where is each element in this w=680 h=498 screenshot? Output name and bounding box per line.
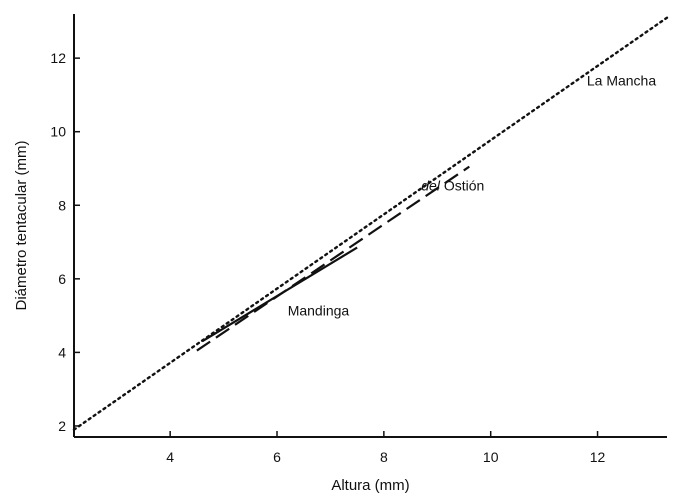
series-line-0 [72,16,669,431]
x-axis-title: Altura (mm) [331,477,409,494]
x-tick-label-2: 8 [380,449,388,465]
series-line-1 [196,165,470,352]
y-tick-label-1: 4 [58,344,66,360]
x-tick-label-3: 10 [483,449,499,465]
series-label-main-1: Ostión [444,178,484,194]
axes: 4 6 8 10 12 2 4 6 8 10 12 [50,14,667,465]
y-tick-label-0: 2 [58,418,66,434]
y-tick-label-3: 8 [58,197,66,213]
series-label-0: La Mancha [587,73,656,89]
series-group [72,16,669,431]
series-label-prefix-1: del [421,178,444,194]
series-label-2: Mandinga [288,303,350,319]
series-label-main-2: Mandinga [288,303,350,319]
x-tick-label-4: 12 [590,449,606,465]
series-label-main-0: La Mancha [587,73,656,89]
y-tick-label-5: 12 [50,50,66,66]
x-tick-label-0: 4 [166,449,174,465]
y-axis-title: Diámetro tentacular (mm) [13,140,30,310]
labels-group: La Mancha del Ostión Mandinga [288,73,657,319]
y-tick-label-2: 6 [58,271,66,287]
x-tick-label-1: 6 [273,449,281,465]
series-label-1: del Ostión [421,178,484,194]
series-line-2 [201,246,358,343]
y-tick-label-4: 10 [50,124,66,140]
